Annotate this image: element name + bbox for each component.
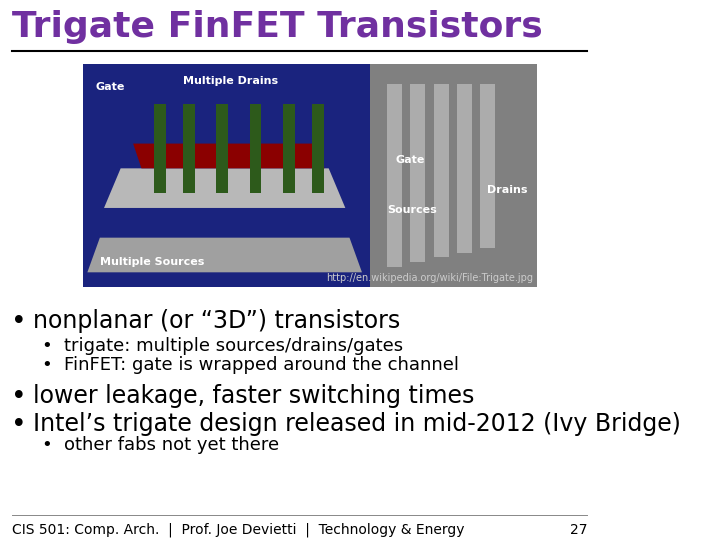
Text: other fabs not yet there: other fabs not yet there (64, 436, 279, 454)
Bar (312, 104, 324, 193)
Text: Gate: Gate (395, 156, 425, 165)
Bar (370, 64, 536, 287)
Bar (216, 104, 228, 193)
Bar (84, 64, 536, 287)
Text: FinFET: gate is wrapped around the channel: FinFET: gate is wrapped around the chann… (64, 356, 459, 375)
Text: Trigate FinFET Transistors: Trigate FinFET Transistors (12, 10, 542, 44)
Text: http://en.wikipedia.org/wiki/File:Trigate.jpg: http://en.wikipedia.org/wiki/File:Trigat… (326, 273, 534, 283)
Bar (456, 84, 472, 253)
Text: Sources: Sources (387, 205, 437, 215)
Polygon shape (104, 168, 346, 208)
Bar (183, 104, 194, 193)
Text: Multiple Drains: Multiple Drains (183, 76, 278, 86)
Text: •: • (11, 412, 27, 438)
Polygon shape (87, 238, 362, 272)
Text: Multiple Sources: Multiple Sources (100, 258, 204, 267)
Bar (480, 84, 495, 247)
Text: 27: 27 (570, 523, 588, 537)
Bar (433, 84, 449, 258)
Text: Drains: Drains (487, 185, 527, 195)
Text: •: • (11, 309, 27, 335)
Text: CIS 501: Comp. Arch.  |  Prof. Joe Devietti  |  Technology & Energy: CIS 501: Comp. Arch. | Prof. Joe Deviett… (12, 523, 464, 537)
Text: trigate: multiple sources/drains/gates: trigate: multiple sources/drains/gates (64, 336, 403, 355)
Bar (387, 84, 402, 267)
Text: lower leakage, faster switching times: lower leakage, faster switching times (33, 384, 474, 408)
Text: •: • (11, 384, 27, 410)
Bar (154, 104, 166, 193)
Text: •: • (42, 336, 53, 355)
Text: Intel’s trigate design released in mid-2012 (Ivy Bridge): Intel’s trigate design released in mid-2… (33, 412, 681, 436)
Bar (250, 104, 261, 193)
Bar (283, 104, 294, 193)
Text: Gate: Gate (96, 82, 125, 92)
Text: •: • (42, 356, 53, 375)
Polygon shape (133, 144, 325, 168)
Text: nonplanar (or “3D”) transistors: nonplanar (or “3D”) transistors (33, 309, 400, 333)
Bar (410, 84, 426, 262)
Text: •: • (42, 436, 53, 454)
